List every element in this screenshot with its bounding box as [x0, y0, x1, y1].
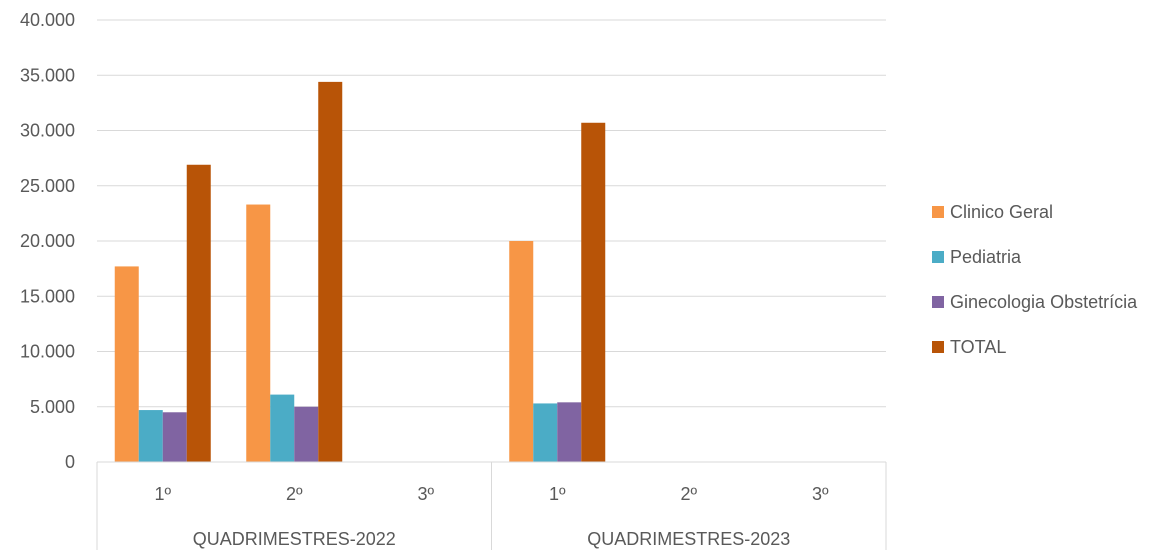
bars: [114, 81, 606, 462]
x-tick-label: 2º: [680, 484, 697, 504]
bar-pediatria: [138, 410, 163, 462]
y-tick-label: 10.000: [20, 342, 75, 362]
y-axis-ticks: 0 5.000 10.000 15.000 20.000 25.000 30.000 35.0…: [20, 10, 75, 472]
y-tick-label: 40.000: [20, 10, 75, 30]
y-tick-label: 20.000: [20, 231, 75, 251]
bar-clinico-geral: [509, 241, 534, 462]
x-axis: 1º 2º 3º 1º 2º 3º QUADRIMESTRES-2022 QUADRIMEST…: [96, 461, 887, 550]
bar-clinico-geral: [114, 266, 139, 462]
y-tick-label: 35.000: [20, 65, 75, 85]
x-tick-label: 3º: [417, 484, 434, 504]
x-tick-label: 1º: [549, 484, 566, 504]
legend-label: Ginecologia Obstetrícia: [950, 292, 1138, 312]
x-tick-label: 3º: [812, 484, 829, 504]
x-tick-label: 2º: [286, 484, 303, 504]
legend-swatch: [932, 296, 944, 308]
legend-label: Clinico Geral: [950, 202, 1053, 222]
x-group-label: QUADRIMESTRES-2023: [587, 529, 790, 549]
bar-ginecologia-obstetrícia: [162, 412, 187, 462]
bar-pediatria: [270, 394, 295, 462]
bar-ginecologia-obstetrícia: [557, 402, 582, 462]
legend-label: Pediatria: [950, 247, 1022, 267]
y-tick-label: 0: [65, 452, 75, 472]
x-tick-label: 1º: [154, 484, 171, 504]
bar-total: [318, 81, 343, 462]
y-tick-label: 25.000: [20, 176, 75, 196]
bar-total: [581, 122, 606, 462]
legend-swatch: [932, 251, 944, 263]
bar-total: [186, 164, 211, 462]
bar-ginecologia-obstetrícia: [294, 406, 319, 462]
y-tick-label: 30.000: [20, 121, 75, 141]
legend-swatch: [932, 206, 944, 218]
y-tick-label: 5.000: [30, 397, 75, 417]
bar-pediatria: [533, 403, 558, 462]
legend: Clinico Geral Pediatria Ginecologia Obstet…: [932, 202, 1138, 357]
legend-swatch: [932, 341, 944, 353]
gridlines: [97, 19, 886, 463]
y-tick-label: 15.000: [20, 286, 75, 306]
legend-label: TOTAL: [950, 337, 1006, 357]
bar-clinico-geral: [246, 204, 271, 462]
x-group-label: QUADRIMESTRES-2022: [193, 529, 396, 549]
